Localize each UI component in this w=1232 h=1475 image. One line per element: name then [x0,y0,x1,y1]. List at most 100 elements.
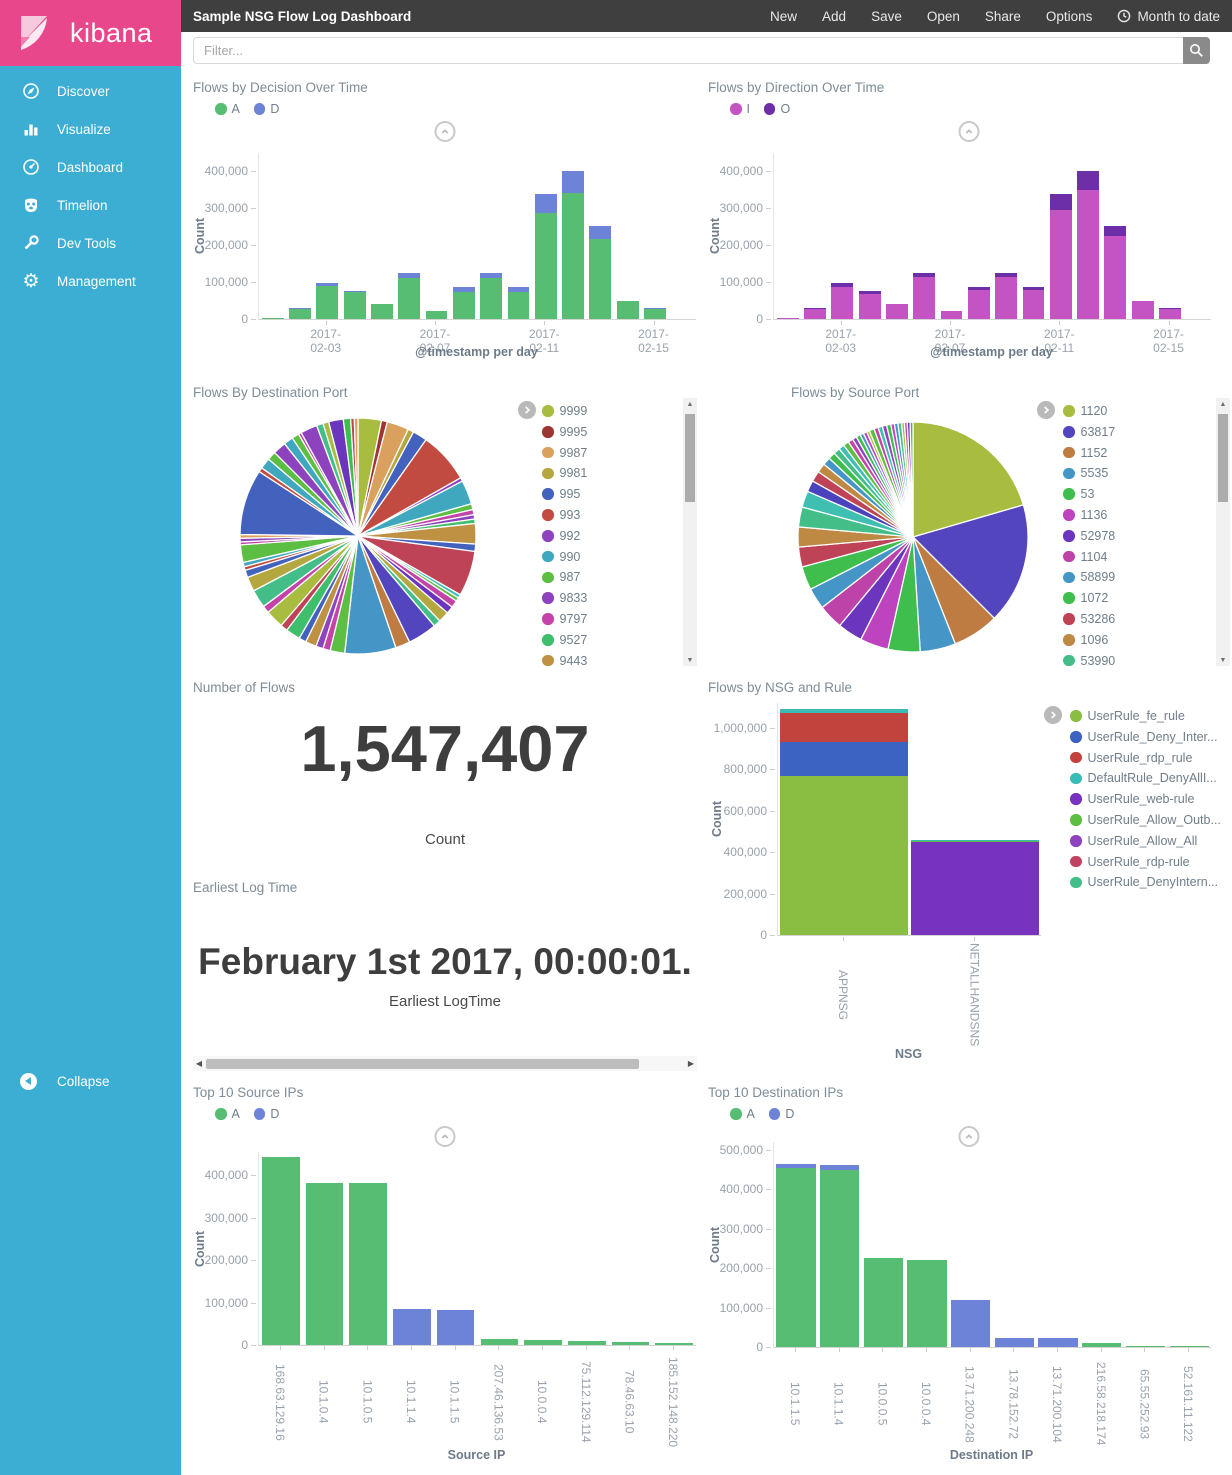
bar-segment[interactable] [480,1339,519,1345]
chevron-right-icon[interactable] [518,401,536,419]
bar-segment[interactable] [779,713,908,742]
legend-item[interactable]: 987 [542,570,587,584]
bar-segment[interactable] [967,287,990,291]
chevron-up-icon[interactable] [958,121,979,142]
bar[interactable] [776,153,799,319]
bar-segment[interactable] [644,308,666,319]
bar-segment[interactable] [995,272,1018,277]
bar[interactable] [907,1142,947,1347]
legend-item[interactable]: 9797 [542,612,587,626]
bar[interactable] [589,153,612,319]
bar[interactable] [913,153,936,319]
bar-segment[interactable] [507,292,530,319]
bar-segment[interactable] [1082,1342,1122,1347]
bar-segment[interactable] [995,276,1018,319]
bar-segment[interactable] [779,775,908,935]
bar-segment[interactable] [567,1341,606,1345]
bar[interactable] [804,153,826,319]
sidebar-item-management[interactable]: ⚙ Management [0,262,181,300]
menu-open[interactable]: Open [926,8,960,24]
bar[interactable] [995,153,1018,319]
bar[interactable] [436,1152,475,1345]
bar[interactable] [655,1152,693,1345]
bar[interactable] [776,1142,816,1347]
search-button[interactable] [1183,37,1210,64]
bar[interactable] [1077,153,1100,319]
bar-segment[interactable] [951,1299,991,1347]
bar[interactable] [911,703,1040,935]
bar-segment[interactable] [261,318,284,319]
bar[interactable] [567,1152,606,1345]
legend-item[interactable]: O [763,102,790,116]
bar-segment[interactable] [819,1169,860,1347]
bar-segment[interactable] [1104,225,1127,237]
scroll-right-icon[interactable]: ▶ [687,1059,695,1068]
bar[interactable] [940,153,963,319]
legend-item[interactable]: 53990 [1063,654,1115,668]
bar-segment[interactable] [907,1259,947,1347]
bar-segment[interactable] [343,292,366,319]
pie-slice[interactable] [912,421,1025,538]
bar-segment[interactable] [452,287,475,293]
legend-item[interactable]: UserRule_Allow_All [1070,834,1221,848]
bar-segment[interactable] [398,277,421,319]
bar-segment[interactable] [611,1342,650,1345]
bar-segment[interactable] [1077,189,1100,319]
bar[interactable] [1169,1142,1209,1347]
bar[interactable] [316,153,339,319]
sidebar-item-dashboard[interactable]: Dashboard [0,148,181,186]
legend-item[interactable]: 53 [1063,487,1115,501]
bar-segment[interactable] [305,1182,344,1345]
chevron-right-icon[interactable] [1037,401,1055,419]
bar-segment[interactable] [1131,301,1154,319]
legend-item[interactable]: A [215,102,240,116]
sidebar-collapse-button[interactable]: Collapse [0,1066,181,1096]
bar-segment[interactable] [1159,308,1181,319]
legend-item[interactable]: 52978 [1063,529,1115,543]
scrollbar-thumb[interactable] [1218,414,1228,502]
bar[interactable] [885,153,908,319]
search-input[interactable] [193,37,1183,64]
bar-segment[interactable] [534,194,557,213]
legend-item[interactable]: UserRule_DenyIntern... [1070,875,1221,889]
bar[interactable] [393,1152,431,1345]
legend-item[interactable]: D [253,1107,279,1121]
pie-slice[interactable] [909,421,914,538]
bar[interactable] [562,153,585,319]
legend-item[interactable]: 990 [542,550,587,564]
bar-segment[interactable] [863,1258,903,1347]
bar-segment[interactable] [776,1163,816,1168]
menu-share[interactable]: Share [984,8,1021,24]
bar[interactable] [951,1142,991,1347]
bar-segment[interactable] [858,293,881,319]
bar-segment[interactable] [436,1309,475,1345]
bar-segment[interactable] [480,277,503,319]
bar-segment[interactable] [776,318,799,319]
bar-segment[interactable] [398,272,421,278]
bar[interactable] [1049,153,1072,319]
bar[interactable] [480,1152,519,1345]
pie-slice[interactable] [353,417,359,537]
bar-segment[interactable] [776,1167,816,1347]
bar-segment[interactable] [1169,1346,1209,1347]
scroll-down-icon[interactable]: ▼ [686,656,694,664]
bar-segment[interactable] [589,225,612,240]
legend-item[interactable]: 9995 [542,425,587,439]
menu-options[interactable]: Options [1045,8,1093,24]
bar[interactable] [261,153,284,319]
bar[interactable] [452,153,475,319]
legend-item[interactable]: 1096 [1063,633,1115,647]
menu-save[interactable]: Save [871,8,902,24]
bar-segment[interactable] [316,283,339,286]
bar[interactable] [262,1152,300,1345]
scroll-left-icon[interactable]: ◀ [195,1059,203,1068]
sidebar-item-timelion[interactable]: Timelion [0,186,181,224]
bar-segment[interactable] [349,1182,388,1345]
bar-segment[interactable] [655,1343,693,1345]
bar[interactable] [1022,153,1045,319]
sidebar-item-dev-tools[interactable]: Dev Tools [0,224,181,262]
bar-segment[interactable] [616,301,639,319]
bar-segment[interactable] [393,1309,431,1345]
bar[interactable] [1159,153,1181,319]
bar[interactable] [1104,153,1127,319]
